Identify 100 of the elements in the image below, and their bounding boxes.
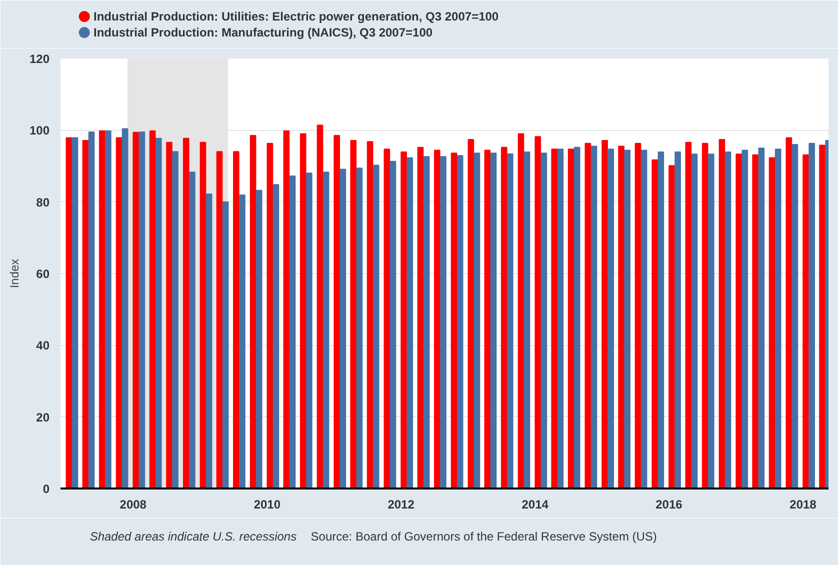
- bar: [634, 142, 642, 488]
- bar: [66, 137, 72, 488]
- bar: [718, 138, 726, 488]
- bar: [200, 142, 206, 488]
- bar: [272, 184, 280, 488]
- bar: [356, 168, 363, 488]
- bar: [206, 193, 212, 488]
- bar: [568, 148, 574, 488]
- bar: [484, 150, 491, 488]
- bar: [524, 152, 530, 488]
- bar: [551, 148, 558, 488]
- bar: [72, 137, 78, 488]
- bar: [122, 128, 128, 488]
- x-tick-label: 2010: [254, 498, 281, 512]
- bar: [742, 150, 748, 488]
- bar: [182, 138, 190, 488]
- source-note: Source: Board of Governors of the Federal Reserve System (US): [310, 530, 657, 544]
- bar: [618, 146, 624, 488]
- bar: [640, 150, 648, 488]
- y-axis-title: Index: [7, 258, 22, 288]
- x-tick-label: 2018: [790, 498, 817, 512]
- bar: [132, 132, 140, 488]
- x-tick-label: 2012: [388, 498, 415, 512]
- bar: [500, 146, 508, 488]
- bar: [674, 152, 681, 488]
- bar: [434, 150, 440, 488]
- bar: [306, 172, 312, 488]
- bar: [440, 156, 446, 488]
- bar: [456, 155, 464, 488]
- bar: [590, 146, 598, 488]
- bar: [658, 152, 664, 488]
- x-tick-label: 2008: [120, 498, 147, 512]
- bar: [366, 141, 374, 488]
- bar: [256, 190, 262, 488]
- bar: [758, 148, 765, 488]
- bar: [400, 152, 407, 488]
- bar: [774, 148, 782, 488]
- y-tick-label: 20: [36, 410, 50, 424]
- bar: [668, 165, 675, 488]
- bar: [138, 131, 146, 488]
- bar: [116, 137, 122, 488]
- y-tick-label: 80: [36, 195, 50, 210]
- bar: [334, 135, 340, 488]
- bar: [474, 152, 480, 488]
- bar: [289, 176, 296, 488]
- bar: [702, 142, 708, 488]
- bar: [808, 142, 815, 488]
- bar: [105, 130, 112, 488]
- bar: [736, 154, 742, 488]
- bar: [468, 138, 474, 488]
- bar: [574, 146, 580, 488]
- bar: [384, 148, 390, 488]
- bar: [608, 148, 614, 488]
- bar: [239, 194, 246, 488]
- bar: [340, 168, 346, 488]
- bar: [98, 130, 106, 488]
- bar: [708, 154, 714, 488]
- y-tick-label: 60: [36, 267, 50, 281]
- bar: [155, 138, 162, 488]
- bar: [540, 152, 548, 488]
- bar: [518, 133, 524, 488]
- bar: [149, 130, 156, 488]
- bar: [802, 154, 809, 488]
- bar: [166, 142, 172, 488]
- y-tick-label: 40: [36, 338, 50, 353]
- bar: [786, 137, 792, 488]
- bar: [792, 144, 798, 488]
- bar: [534, 136, 541, 488]
- bar: [88, 131, 95, 488]
- bar: [189, 172, 196, 488]
- y-tick-label: 0: [42, 482, 50, 496]
- bar: [233, 151, 240, 488]
- x-tick-label: 2016: [656, 498, 683, 512]
- bar: [283, 130, 290, 488]
- bar: [691, 154, 698, 488]
- y-tick-label: 100: [29, 124, 50, 138]
- bar: [172, 151, 178, 488]
- bar: [300, 133, 306, 488]
- bar: [266, 142, 274, 488]
- bar: [316, 124, 324, 488]
- bar: [406, 157, 413, 488]
- bar: [372, 164, 380, 488]
- bar: [250, 135, 256, 488]
- bar: [322, 172, 330, 488]
- bar: [624, 150, 630, 488]
- bar: [350, 140, 357, 488]
- bar: [506, 153, 514, 488]
- bar: [724, 152, 732, 488]
- y-tick-label: 120: [29, 52, 50, 66]
- bar: [752, 154, 758, 488]
- bar: [652, 159, 658, 488]
- bar: [557, 148, 564, 488]
- legend-label: Industrial Production: Utilities: Electric power generation, Q3 2007=100: [93, 10, 499, 24]
- legend-label: Industrial Production: Manufacturing (NAICS), Q3 2007=100: [93, 26, 433, 40]
- bar: [216, 151, 223, 488]
- bar: [450, 152, 458, 488]
- bar: [602, 140, 608, 488]
- bar: [584, 142, 592, 488]
- bar: [390, 160, 396, 488]
- text: Shaded areas indicate U.S. recessions: [90, 530, 297, 544]
